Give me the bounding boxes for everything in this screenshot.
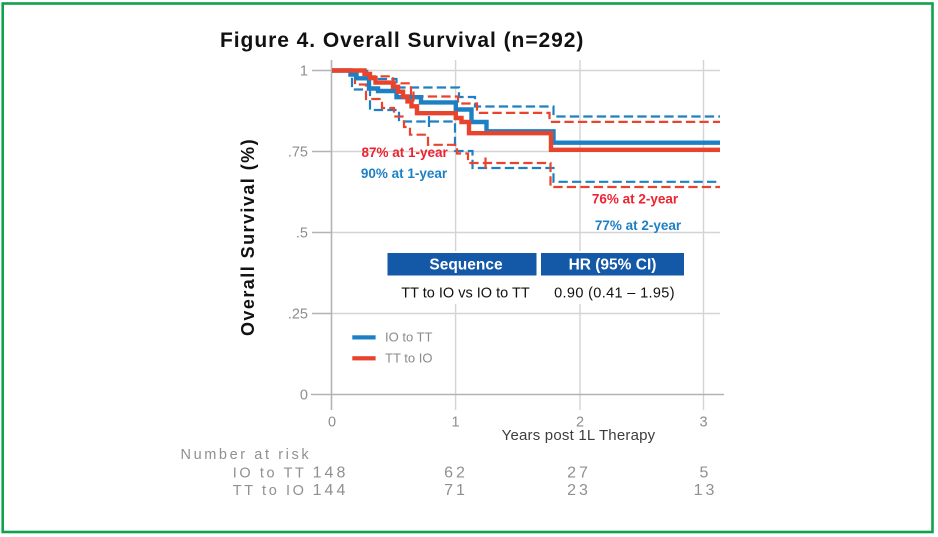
- svg-text:23: 23: [567, 482, 591, 499]
- svg-text:0.90 (0.41 – 1.95): 0.90 (0.41 – 1.95): [554, 286, 675, 302]
- svg-text:Figure 4. Overall Survival (n=: Figure 4. Overall Survival (n=292): [220, 29, 584, 52]
- svg-text:13: 13: [694, 482, 718, 499]
- svg-text:.25: .25: [288, 307, 308, 323]
- svg-text:71: 71: [444, 482, 468, 499]
- svg-text:IO to TT: IO to TT: [233, 466, 307, 482]
- svg-text:TT to IO: TT to IO: [385, 351, 432, 366]
- svg-text:IO to TT: IO to TT: [385, 330, 432, 345]
- svg-text:27: 27: [567, 465, 591, 482]
- svg-text:2: 2: [576, 415, 584, 431]
- svg-text:0: 0: [328, 415, 336, 431]
- svg-text:90% at 1-year: 90% at 1-year: [361, 166, 448, 181]
- svg-text:144: 144: [313, 482, 349, 499]
- svg-text:.5: .5: [296, 226, 308, 242]
- svg-text:0: 0: [300, 388, 308, 404]
- svg-text:76% at 2-year: 76% at 2-year: [592, 192, 679, 207]
- svg-text:5: 5: [700, 465, 712, 482]
- svg-text:Sequence: Sequence: [429, 257, 503, 274]
- svg-text:Number at risk: Number at risk: [181, 447, 312, 463]
- svg-text:77% at 2-year: 77% at 2-year: [595, 218, 682, 233]
- svg-text:TT to IO vs IO to TT: TT to IO vs IO to TT: [401, 286, 530, 302]
- svg-text:1: 1: [452, 415, 460, 431]
- svg-text:Years post 1L Therapy: Years post 1L Therapy: [502, 427, 656, 444]
- svg-text:1: 1: [300, 64, 308, 80]
- svg-text:3: 3: [699, 415, 707, 431]
- svg-text:148: 148: [313, 465, 349, 482]
- svg-text:.75: .75: [288, 145, 308, 161]
- svg-text:TT to IO: TT to IO: [233, 483, 307, 499]
- svg-text:87% at 1-year: 87% at 1-year: [361, 145, 448, 160]
- svg-text:Overall Survival (%): Overall Survival (%): [238, 138, 258, 336]
- svg-text:HR (95% CI): HR (95% CI): [569, 257, 657, 274]
- svg-text:62: 62: [444, 465, 468, 482]
